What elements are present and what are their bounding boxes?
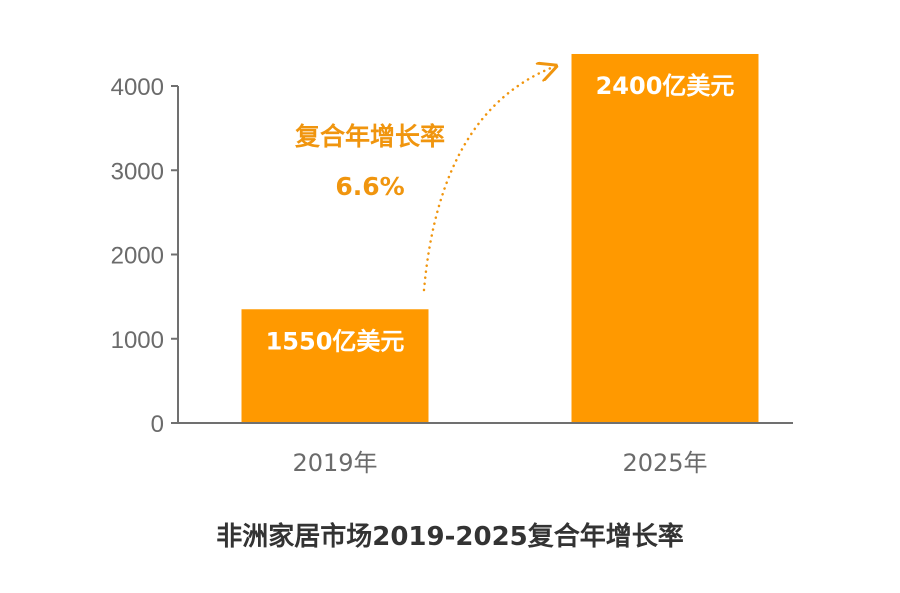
x-tick-label: 2025年 [622, 449, 707, 477]
bar-data-label: 2400亿美元 [596, 72, 735, 100]
y-tick-label: 3000 [111, 158, 164, 185]
x-tick-label: 2019年 [292, 449, 377, 477]
y-tick-label: 1000 [111, 327, 164, 354]
y-tick-label: 2000 [111, 243, 164, 270]
annotation-value: 6.6% [335, 172, 404, 201]
bar [571, 53, 759, 424]
bar [241, 309, 429, 423]
annotation-label: 复合年增长率 [295, 122, 445, 151]
y-tick-label: 4000 [111, 74, 164, 101]
y-axis: 0 1000 2000 3000 4000 [111, 74, 179, 438]
bar-data-label: 1550亿美元 [266, 327, 405, 355]
chart-title: 非洲家居市场2019-2025复合年增长率 [216, 522, 684, 552]
growth-arrow [422, 66, 556, 292]
y-tick-label: 0 [151, 411, 164, 438]
